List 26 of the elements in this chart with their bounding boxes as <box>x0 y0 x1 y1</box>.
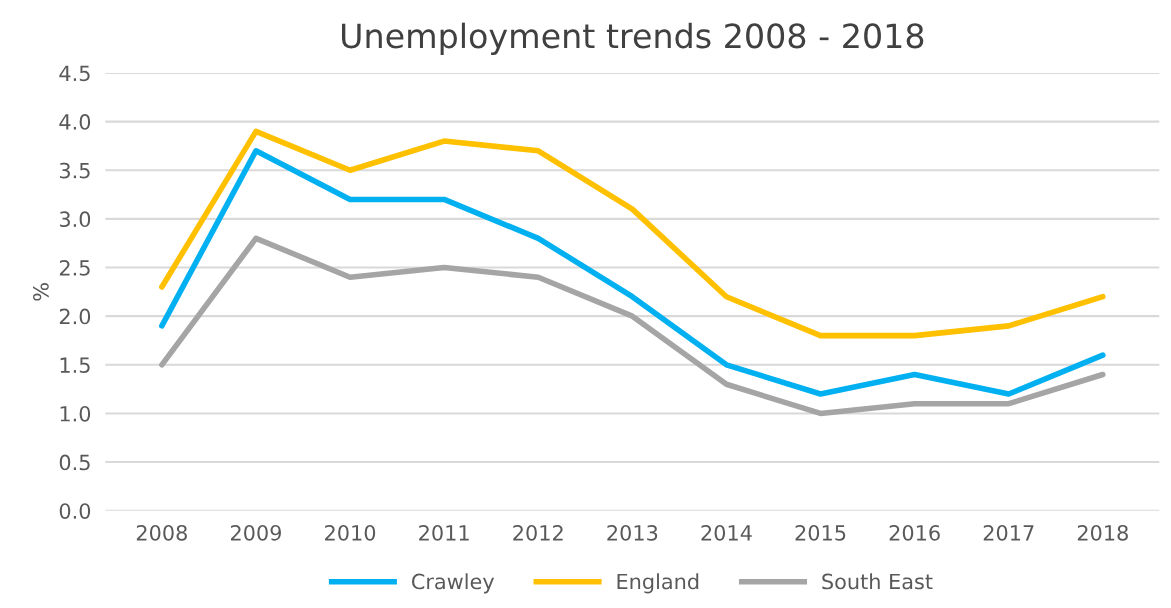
x-tick-label: 2012 <box>513 524 563 541</box>
y-tick-label: 0.5 <box>59 454 90 471</box>
x-tick-label: 2017 <box>983 524 1034 541</box>
x-tick-label: 2009 <box>230 524 281 541</box>
x-tick-label: 2016 <box>889 524 940 541</box>
chart-title: Unemployment trends 2008 - 2018 <box>342 22 924 55</box>
x-tick-label: 2008 <box>136 524 187 541</box>
x-tick-label: 2015 <box>795 524 846 541</box>
y-tick-label: 2.0 <box>59 308 91 325</box>
y-axis-title: % <box>33 283 49 301</box>
y-tick-label: 2.5 <box>59 259 90 276</box>
legend-label: Crawley <box>411 573 495 594</box>
y-tick-label: 4.0 <box>59 114 91 130</box>
y-tick-label: 0.0 <box>59 503 91 519</box>
y-tick-label: 1.5 <box>60 357 90 374</box>
x-tick-label: 2010 <box>325 524 376 541</box>
y-tick-label: 4.5 <box>59 65 90 82</box>
y-tick-label: 3.5 <box>59 162 90 179</box>
y-tick-label: 3.0 <box>59 211 91 228</box>
x-tick-label: 2011 <box>419 524 469 541</box>
x-tick-label: 2014 <box>701 524 752 541</box>
x-tick-label: 2013 <box>607 524 658 541</box>
legend-label: South East <box>822 573 933 590</box>
x-tick-label: 2018 <box>1077 524 1128 541</box>
legend-label: England <box>617 573 699 594</box>
y-tick-label: 1.0 <box>60 405 91 422</box>
